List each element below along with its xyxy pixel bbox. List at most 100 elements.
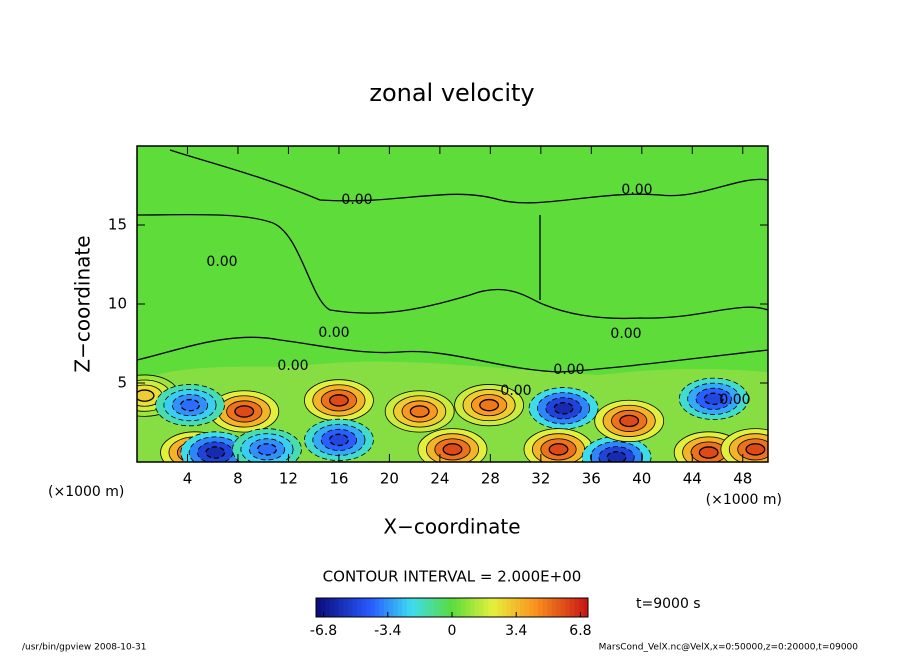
y-tick-label: 5 bbox=[117, 374, 127, 392]
contour-label: 0.00 bbox=[610, 326, 641, 342]
colorbar-stripe bbox=[506, 598, 512, 617]
colorbar-stripe bbox=[583, 598, 589, 617]
chart-title: zonal velocity bbox=[369, 79, 534, 107]
x-tick-label: 4 bbox=[183, 470, 193, 488]
extremum-level bbox=[328, 433, 349, 447]
x-unit: (×1000 m) bbox=[48, 484, 124, 500]
colorbar-stripe bbox=[347, 598, 353, 617]
extremum bbox=[528, 387, 599, 430]
colorbar-stripe bbox=[465, 598, 471, 617]
colorbar-stripe bbox=[379, 598, 385, 617]
contour-label: 0.00 bbox=[621, 182, 652, 198]
colorbar-stripe bbox=[515, 598, 521, 617]
colorbar-stripe bbox=[529, 598, 535, 617]
colorbar-stripe bbox=[384, 598, 390, 617]
extremum bbox=[304, 379, 374, 422]
contour-lines bbox=[137, 149, 768, 373]
y-axis-label: Z−coordinate bbox=[71, 235, 95, 372]
colorbar-tick-label: 6.8 bbox=[569, 623, 591, 639]
colorbar-stripe bbox=[560, 598, 566, 617]
colorbar-tick-label: 3.4 bbox=[505, 623, 527, 639]
colorbar-stripe bbox=[402, 598, 408, 617]
colorbar-stripe bbox=[433, 598, 439, 617]
extremum bbox=[594, 399, 665, 443]
colorbar-stripe bbox=[470, 598, 476, 617]
colorbar-stripe bbox=[325, 598, 331, 617]
contour-interval: CONTOUR INTERVAL = 2.000E+00 bbox=[323, 568, 582, 586]
time-label: t=9000 s bbox=[636, 596, 701, 612]
extremum-level bbox=[180, 398, 200, 412]
x-tick-label: 12 bbox=[279, 470, 298, 488]
colorbar-stripe bbox=[569, 598, 575, 617]
colorbar-stripe bbox=[438, 598, 444, 617]
contour-line bbox=[137, 336, 768, 373]
colorbar-stripe bbox=[510, 598, 516, 617]
contour-label: 0.00 bbox=[341, 192, 372, 208]
extremum-level bbox=[606, 451, 627, 462]
extremum-level bbox=[409, 405, 430, 418]
x-tick-label: 24 bbox=[430, 470, 449, 488]
colorbar-stripe bbox=[316, 598, 322, 617]
extremum bbox=[209, 390, 280, 433]
colorbar-stripe bbox=[574, 598, 580, 617]
extremum bbox=[581, 436, 652, 462]
colorbar-stripe bbox=[520, 598, 526, 617]
colorbar-stripe bbox=[492, 598, 498, 617]
colorbar-stripe bbox=[343, 598, 349, 617]
colorbar-stripe bbox=[420, 598, 426, 617]
colorbar-stripe bbox=[424, 598, 430, 617]
extremum bbox=[232, 428, 302, 462]
extremum bbox=[304, 418, 374, 461]
colorbar-stripe bbox=[365, 598, 371, 617]
x-axis-label: X−coordinate bbox=[383, 515, 520, 539]
field bbox=[137, 361, 768, 462]
colorbar-tick-label: -6.8 bbox=[310, 623, 337, 639]
extremum-level bbox=[234, 405, 255, 418]
extremum bbox=[417, 428, 488, 462]
colorbar-stripe bbox=[524, 598, 530, 617]
colorbar-stripe bbox=[497, 598, 503, 617]
y-tick-label: 10 bbox=[108, 295, 127, 313]
colorbar-stripe bbox=[533, 598, 539, 617]
extremum-level bbox=[745, 443, 766, 456]
extremum bbox=[155, 384, 225, 427]
colorbar-stripe bbox=[429, 598, 435, 617]
colorbar-stripe bbox=[329, 598, 335, 617]
extremum bbox=[678, 377, 749, 420]
x-tick-label: 20 bbox=[380, 470, 399, 488]
colorbar-stripe bbox=[474, 598, 480, 617]
extremum-level bbox=[328, 394, 349, 407]
extremum-level bbox=[553, 402, 574, 415]
colorbar-stripe bbox=[442, 598, 448, 617]
x-tick-label: 32 bbox=[531, 470, 550, 488]
extremum-level bbox=[619, 414, 640, 428]
colorbar-stripe bbox=[393, 598, 399, 617]
colorbar-stripe bbox=[551, 598, 557, 617]
colorbar-stripe bbox=[456, 598, 462, 617]
contour-label: 0.00 bbox=[206, 254, 237, 270]
extremum-level bbox=[442, 443, 463, 456]
colorbar-tick-label: -3.4 bbox=[374, 623, 401, 639]
extremum-level bbox=[703, 392, 724, 406]
colorbar-stripe bbox=[320, 598, 326, 617]
colorbar-stripe bbox=[415, 598, 421, 617]
colorbar-stripe bbox=[488, 598, 494, 617]
x-tick-label: 28 bbox=[481, 470, 500, 488]
extremum-level bbox=[137, 389, 155, 402]
colorbar-stripe bbox=[479, 598, 485, 617]
colorbar-stripe bbox=[538, 598, 544, 617]
contour-line bbox=[169, 149, 768, 204]
colorbar-stripe bbox=[374, 598, 380, 617]
colorbar-stripe bbox=[388, 598, 394, 617]
extremum-level bbox=[479, 398, 500, 412]
extremum bbox=[384, 390, 455, 433]
contour-label: 0.00 bbox=[719, 392, 750, 408]
extremum-level bbox=[548, 443, 569, 456]
x-tick-label: 16 bbox=[329, 470, 348, 488]
extremum bbox=[720, 428, 768, 462]
footer-right: MarsCond_VelX.nc@VelX,x=0:50000,z=0:2000… bbox=[599, 643, 859, 653]
colorbar-stripe bbox=[338, 598, 344, 617]
colorbar-stripe bbox=[578, 598, 584, 617]
colorbar-stripe bbox=[547, 598, 553, 617]
extremum bbox=[454, 384, 524, 427]
